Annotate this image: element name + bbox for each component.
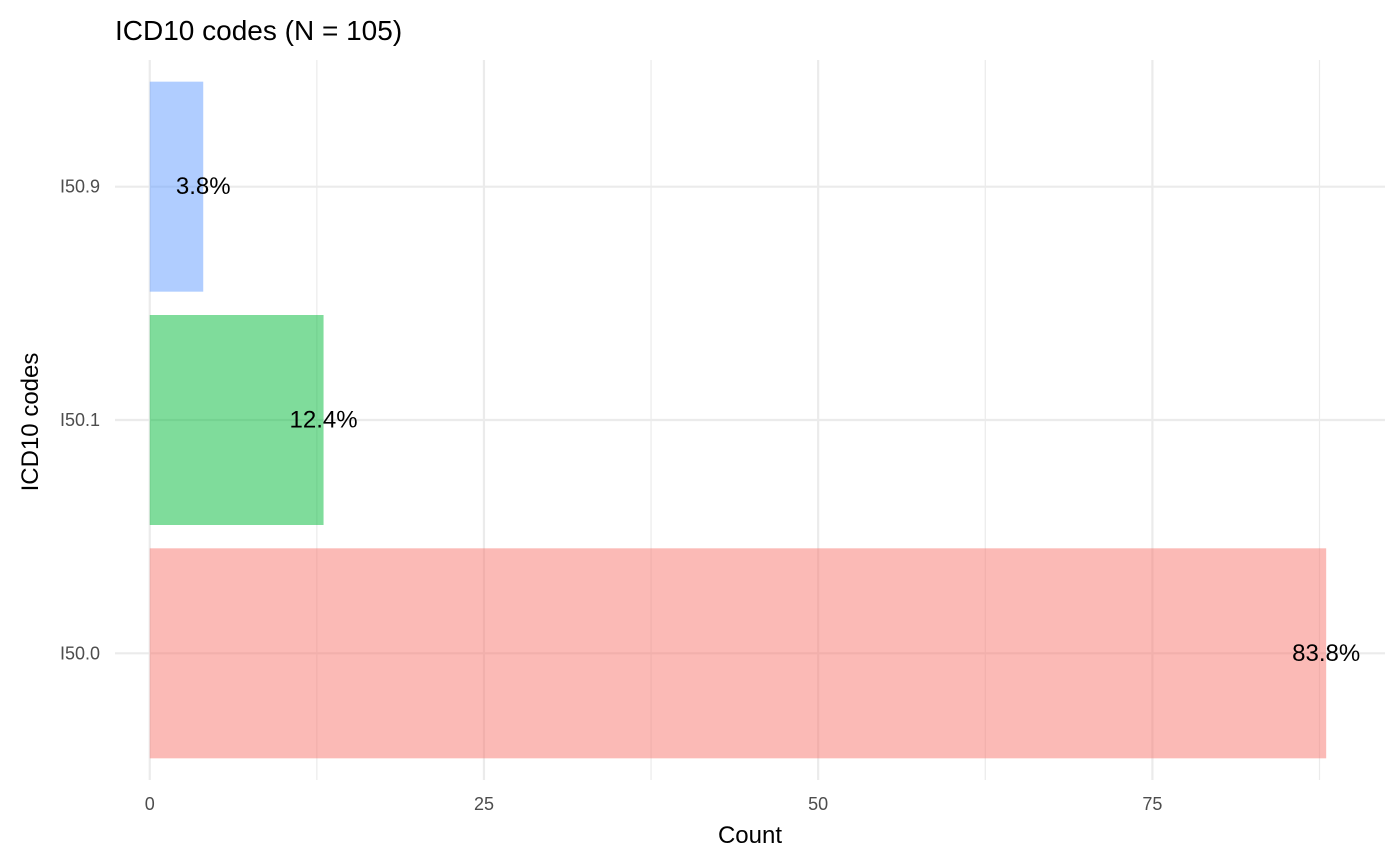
x-tick-label: 50 <box>808 794 828 814</box>
data-label-I50-0: 83.8% <box>1292 640 1360 667</box>
y-tick-labels: I50.0 I50.1 I50.9 <box>60 177 100 664</box>
bar-I50-1 <box>149 315 324 525</box>
bar-I50-0 <box>149 548 1327 759</box>
y-tick-label: I50.0 <box>60 643 100 663</box>
data-label-I50-9: 3.8% <box>176 173 231 200</box>
x-axis-title: Count <box>718 822 782 849</box>
x-tick-label: 25 <box>474 794 494 814</box>
x-tick-labels: 0 25 50 75 <box>145 794 1163 814</box>
y-axis-title: ICD10 codes <box>17 353 44 492</box>
data-labels: 83.8% 12.4% 3.8% <box>176 173 1360 667</box>
y-tick-label: I50.1 <box>60 410 100 430</box>
y-tick-label: I50.9 <box>60 177 100 197</box>
chart-title: ICD10 codes (N = 105) <box>115 15 402 46</box>
data-label-I50-1: 12.4% <box>290 407 358 434</box>
bar-I50-9 <box>149 81 204 292</box>
x-tick-label: 0 <box>145 794 155 814</box>
bars <box>149 81 1327 759</box>
x-tick-label: 75 <box>1142 794 1162 814</box>
